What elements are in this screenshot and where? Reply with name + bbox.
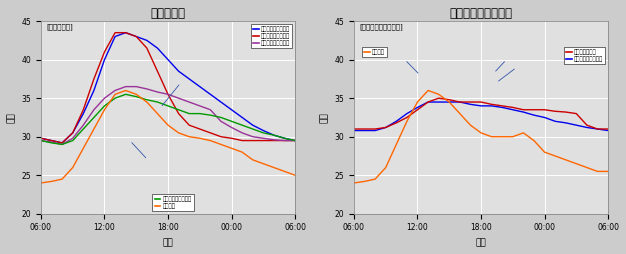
Legend: 換気無　階段室, 換気有　階段室天井: 換気無 階段室, 換気有 階段室天井: [564, 47, 605, 64]
Y-axis label: 温度: 温度: [320, 112, 329, 123]
X-axis label: 時間: 時間: [163, 238, 173, 247]
Text: [階段室天井付近温度]: [階段室天井付近温度]: [359, 23, 403, 30]
Legend: 換気有　屋根裏下部, 外気温度: 換気有 屋根裏下部, 外気温度: [152, 194, 194, 211]
Title: 階段室天井付近温度: 階段室天井付近温度: [449, 7, 513, 20]
Y-axis label: 温度: 温度: [7, 112, 16, 123]
Title: 屋根裏温度: 屋根裏温度: [150, 7, 185, 20]
X-axis label: 時間: 時間: [476, 238, 486, 247]
Text: [屋根裏温度]: [屋根裏温度]: [46, 23, 73, 30]
